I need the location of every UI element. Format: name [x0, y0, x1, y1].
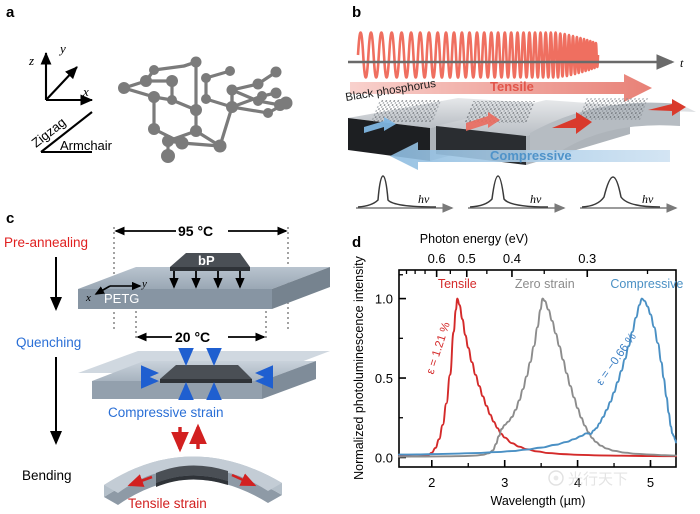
flake-label-bp: bP: [198, 253, 215, 268]
watermark: 光行天下: [548, 470, 628, 488]
panel-letter-d: d: [352, 234, 362, 251]
petg-slab-quenched: [78, 348, 330, 400]
chart-y-ticklabels: 0.0 0.5 1.0: [375, 292, 393, 466]
chart-top-ticklabel: 0.5: [458, 251, 476, 266]
photon-energy-label-3: hν: [642, 192, 654, 206]
dimension-label-bg-95c: [176, 221, 228, 239]
compressive-strain-arrows: [141, 348, 273, 400]
temperature-label-20c: 20 °C: [175, 329, 210, 345]
chart-x-ticklabel: 4: [574, 475, 581, 490]
compressive-strain-label: Compressive strain: [108, 405, 224, 420]
chart-x-ticklabel: 3: [501, 475, 508, 490]
chart-annotation-compressive-strain: ε = −0.66 %: [594, 331, 639, 388]
chart-x-ticklabels: 2 3 4 5: [428, 475, 654, 490]
step-label-bending: Bending: [22, 468, 72, 483]
tensile-label: Tensile: [490, 79, 534, 94]
chart-y-ticklabel: 0.5: [375, 371, 393, 386]
chart-x-axis-title: Wavelength (µm): [491, 494, 586, 508]
watermark-text: 光行天下: [568, 470, 628, 488]
panel-b-diagram: t Tensile Black phosphorus: [345, 31, 696, 213]
axis-label-y: y: [58, 41, 66, 56]
chart-y-ticklabel: 0.0: [375, 450, 393, 465]
panel-a-diagram: z y x Zigzag Armchair: [28, 41, 293, 163]
temperature-label-95c: 95 °C: [178, 223, 213, 239]
strain-transition-arrows: [171, 423, 207, 453]
chart-y-ticklabel: 1.0: [375, 292, 393, 307]
step-label-pre-annealing: Pre-annealing: [4, 235, 88, 250]
chart-x-ticklabel: 5: [647, 475, 654, 490]
pl-peak-inset-1: hν: [356, 175, 454, 213]
tensile-arrow: [350, 74, 652, 102]
photon-energy-label-2: hν: [530, 192, 542, 206]
direction-indicator: [40, 111, 93, 154]
chirped-waveform: [356, 31, 600, 79]
chart-legend-zero-strain: Zero strain: [515, 277, 575, 291]
chart-legend-compressive: Compressive: [610, 277, 683, 291]
chart-top-ticklabel: 0.4: [503, 251, 521, 266]
chart-top-ticklabels: 0.6 0.5 0.4 0.3: [428, 251, 597, 266]
chart-x-ticklabel: 2: [428, 475, 435, 490]
chart-series-compressive: [398, 297, 677, 456]
chart-y-ticks: [399, 274, 406, 459]
compressive-label: Compressive: [490, 148, 572, 163]
axis-label-x: x: [82, 84, 89, 99]
step-label-quenching: Quenching: [16, 335, 81, 350]
chart-annotation-tensile-strain: ε = 1.21 %: [425, 321, 453, 376]
chart-top-axis-title: Photon energy (eV): [420, 232, 528, 246]
panel-d-chart: Photon energy (eV) 0.6 0.5 0.4 0.3 0.0 0.5 1.…: [352, 232, 683, 508]
heat-arrows: [169, 271, 245, 289]
pl-peak-inset-3: hν: [580, 176, 678, 213]
photon-energy-label-1: hν: [418, 192, 430, 206]
chart-top-ticklabel: 0.3: [578, 251, 596, 266]
chart-top-ticklabel: 0.6: [428, 251, 446, 266]
petg-axis-label-x: x: [85, 292, 91, 304]
chart-series-zero-strain: [398, 297, 677, 458]
chart-x-ticks: [431, 460, 652, 467]
petg-slab-bent: [104, 456, 282, 505]
panel-c-diagram: Pre-annealing Quenching Bending 95 °C bP: [4, 221, 330, 511]
chart-legend-tensile: Tensile: [438, 277, 477, 291]
crystal-atoms: [118, 56, 293, 163]
petg-axes: [94, 281, 142, 295]
chart-top-ticks: [405, 270, 649, 277]
pl-peak-inset-2: hν: [468, 175, 566, 213]
direction-label-armchair: Armchair: [60, 138, 113, 153]
axis-label-z: z: [28, 53, 34, 68]
chart-y-axis-title: Normalized photoluminescence intensity: [352, 255, 366, 479]
panel-letter-b: b: [352, 4, 362, 21]
chart-series-paths: [398, 297, 677, 458]
tensile-strain-label: Tensile strain: [128, 496, 207, 511]
petg-slab-top: bP x y PETG: [78, 253, 330, 309]
substrate-bent: [530, 98, 696, 160]
substrate-label-petg: PETG: [104, 291, 139, 306]
dimension-label-bg-20c: [172, 327, 228, 345]
chart-plot-frame: [398, 269, 677, 468]
chart-series-tensile: [398, 297, 677, 458]
panel-letter-a: a: [6, 4, 15, 21]
compressive-arrow: [390, 142, 670, 170]
tensile-strain-arrows: [127, 473, 257, 487]
axis-triad: [40, 51, 94, 106]
panel-letter-c: c: [6, 210, 15, 227]
time-axis-label: t: [680, 56, 684, 70]
petg-axis-label-y: y: [141, 278, 147, 290]
